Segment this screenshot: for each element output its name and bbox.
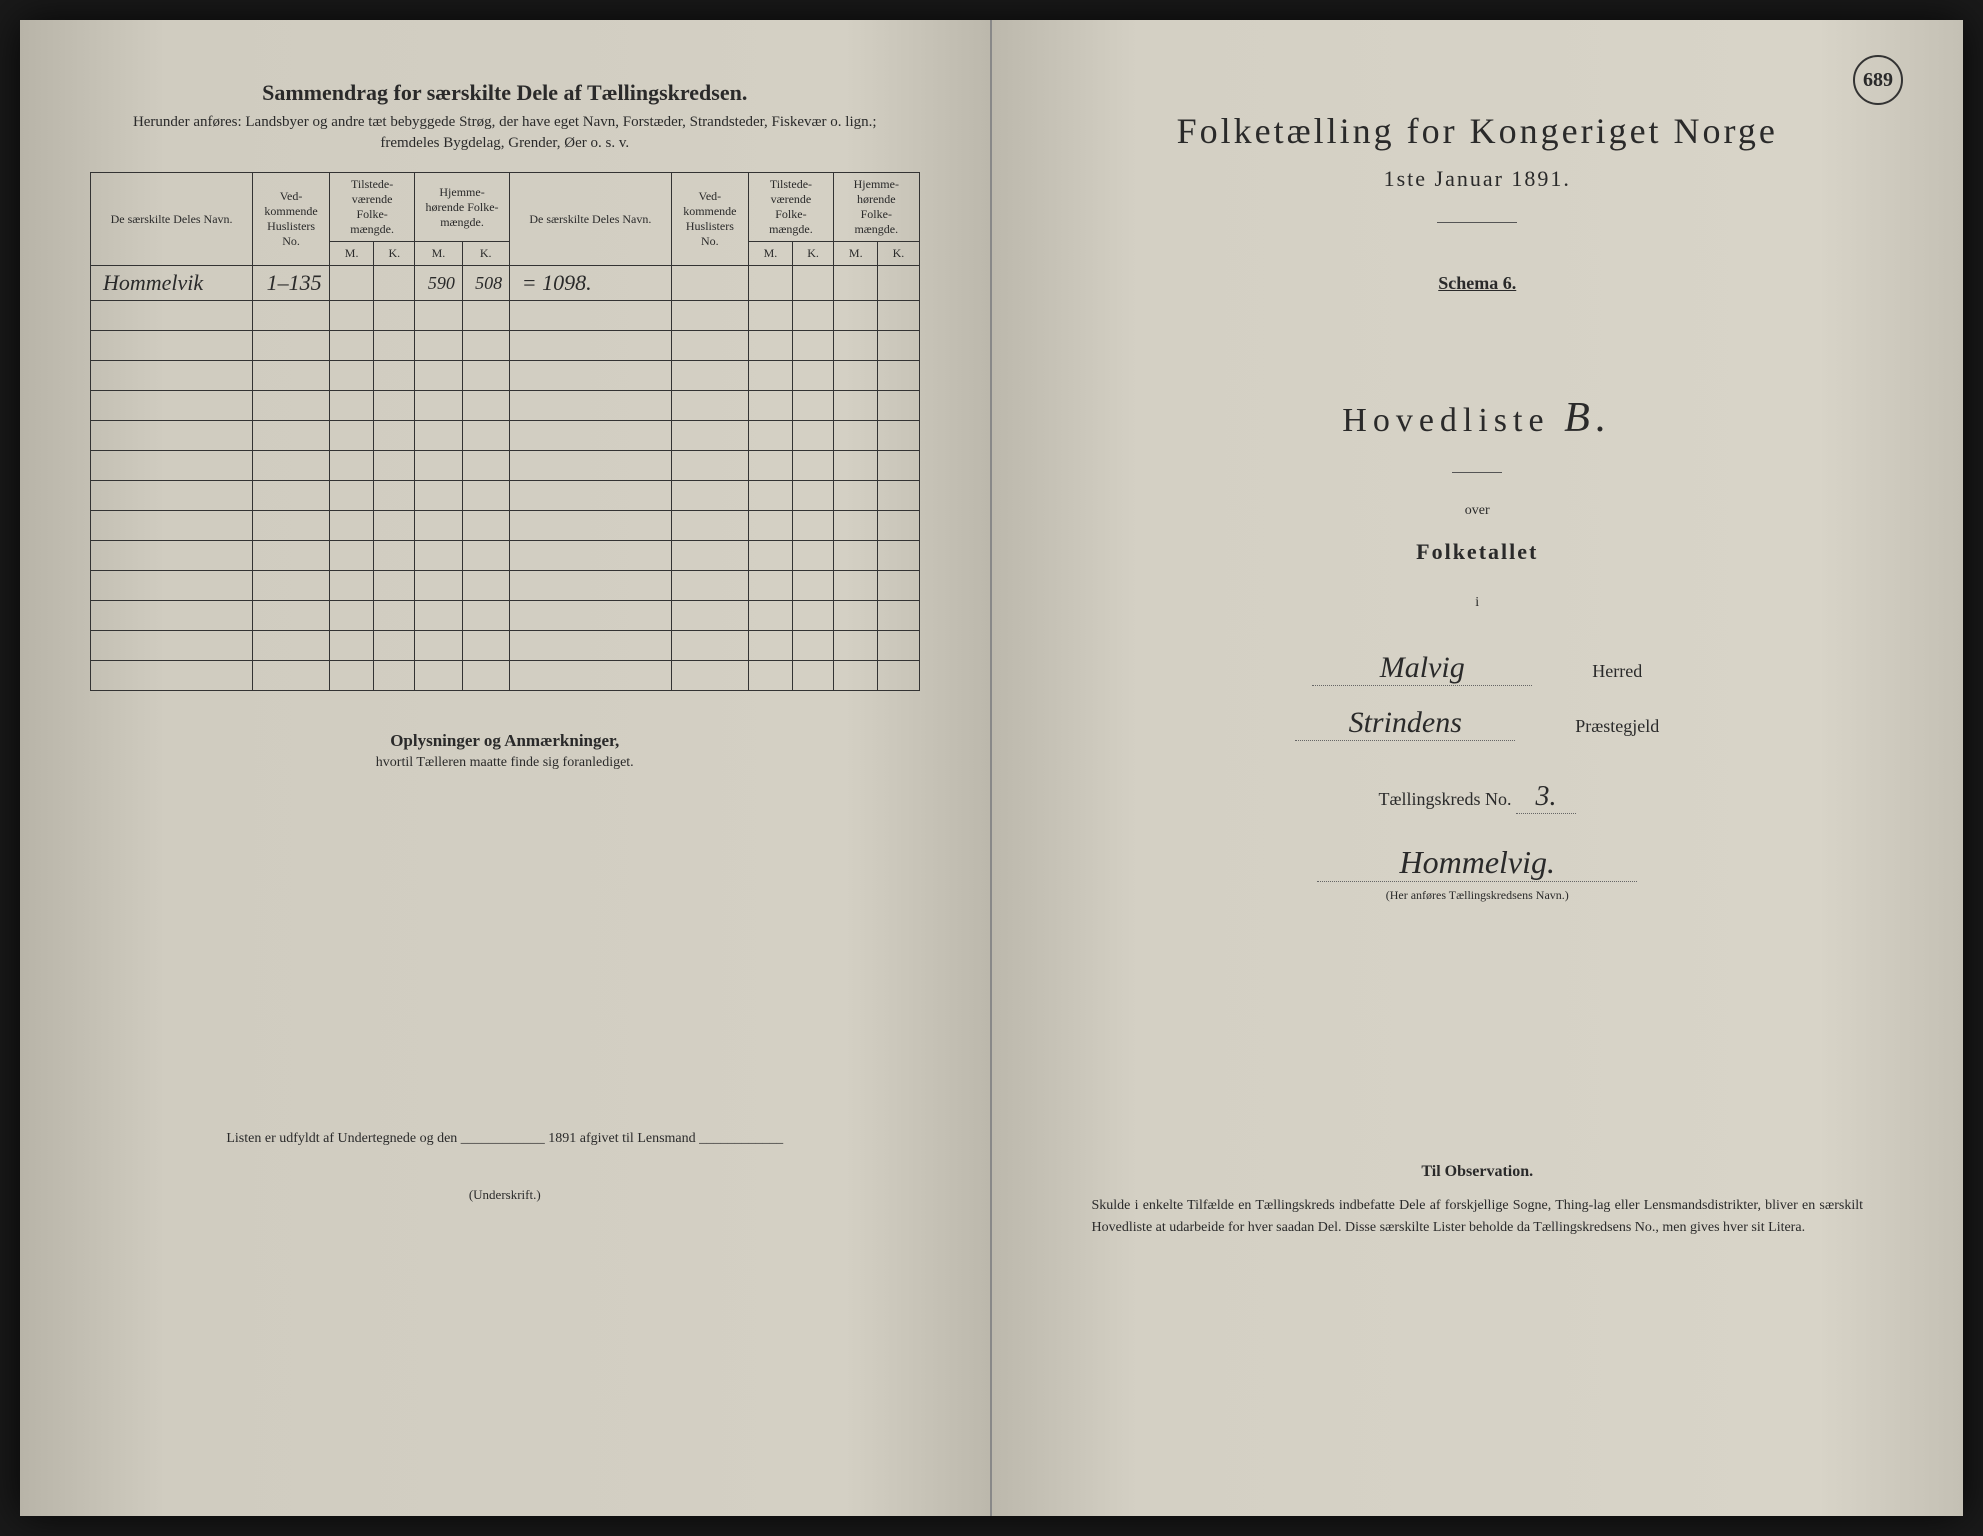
th-tilstede-2: Tilstede-værende Folke-mængde. — [748, 173, 833, 242]
census-date: 1ste Januar 1891. — [1062, 166, 1894, 192]
observation-block: Til Observation. Skulde i enkelte Tilfæl… — [1062, 1163, 1894, 1240]
hovedliste-text: Hovedliste — [1342, 402, 1549, 439]
th-hjemme-2: Hjemme-hørende Folke-mængde. — [834, 173, 919, 242]
kreds-row: Tællingskreds No. 3. — [1062, 781, 1894, 814]
th-hjemme: Hjemme-hørende Folke-mængde. — [415, 173, 510, 242]
underskrift-label: (Underskrift.) — [90, 1187, 920, 1203]
praestegjeld-row: Strindens Præstegjeld — [1062, 706, 1894, 741]
oplysninger-title: Oplysninger og Anmærkninger, — [90, 731, 920, 751]
left-title: Sammendrag for særskilte Dele af Tælling… — [90, 80, 920, 106]
cell-empty — [671, 266, 748, 301]
kreds-label: Tællingskreds No. — [1379, 789, 1512, 809]
cell-empty — [878, 266, 919, 301]
census-title: Folketælling for Kongeriget Norge — [1062, 110, 1894, 152]
observation-title: Til Observation. — [1062, 1163, 1894, 1181]
cell-hk: 508 — [462, 266, 509, 301]
cell-empty — [748, 266, 792, 301]
th-k-1: K. — [374, 242, 415, 266]
left-subtitle-1: Herunder anføres: Landsbyer og andre tæt… — [90, 114, 920, 131]
separator — [1437, 222, 1517, 223]
cell-navn: Hommelvik — [91, 266, 253, 301]
th-k-4: K. — [878, 242, 919, 266]
book-spread: Sammendrag for særskilte Dele af Tælling… — [20, 20, 1963, 1516]
cell-huslister: 1–135 — [253, 266, 330, 301]
praestegjeld-value: Strindens — [1295, 706, 1515, 741]
summary-table: De særskilte Deles Navn. Ved-kommende Hu… — [90, 172, 920, 691]
hovedliste-letter: B. — [1564, 395, 1612, 441]
cell-hm: 590 — [415, 266, 462, 301]
summary-tbody: Hommelvik 1–135 590 508 = 1098. — [91, 266, 920, 691]
herred-value: Malvig — [1312, 651, 1532, 686]
th-m-4: M. — [834, 242, 878, 266]
page-number-stamp: 689 — [1853, 55, 1903, 105]
th-huslister-2: Ved-kommende Huslisters No. — [671, 173, 748, 266]
th-navn-2: De særskilte Deles Navn. — [509, 173, 671, 266]
herred-row: Malvig Herred — [1062, 651, 1894, 686]
cell-tm — [329, 266, 373, 301]
th-m-2: M. — [415, 242, 462, 266]
separator — [1452, 472, 1502, 473]
th-navn: De særskilte Deles Navn. — [91, 173, 253, 266]
th-m-3: M. — [748, 242, 792, 266]
cell-total: = 1098. — [509, 266, 671, 301]
folketallet-label: Folketallet — [1062, 539, 1894, 565]
oplysninger-sub: hvortil Tælleren maatte finde sig foranl… — [90, 755, 920, 771]
kreds-name-value: Hommelvig. — [1317, 844, 1637, 882]
kreds-no: 3. — [1516, 781, 1576, 814]
table-row: Hommelvik 1–135 590 508 = 1098. — [91, 266, 920, 301]
kreds-name-row: Hommelvig. — [1062, 844, 1894, 882]
th-huslister: Ved-kommende Huslisters No. — [253, 173, 330, 266]
th-k-2: K. — [462, 242, 509, 266]
kreds-caption: (Her anføres Tællingskredsens Navn.) — [1062, 888, 1894, 903]
th-tilstede: Tilstede-værende Folke-mængde. — [329, 173, 414, 242]
herred-label: Herred — [1592, 661, 1642, 682]
observation-body: Skulde i enkelte Tilfælde en Tællingskre… — [1062, 1195, 1894, 1240]
schema-label: Schema 6. — [1062, 273, 1894, 294]
hovedliste-title: Hovedliste B. — [1062, 394, 1894, 442]
over-label: over — [1062, 503, 1894, 519]
th-k-3: K. — [793, 242, 834, 266]
cell-tk — [374, 266, 415, 301]
cell-empty — [793, 266, 834, 301]
left-subtitle-2: fremdeles Bygdelag, Grender, Øer o. s. v… — [90, 135, 920, 152]
i-label: i — [1062, 595, 1894, 611]
cell-empty — [834, 266, 878, 301]
praestegjeld-label: Præstegjeld — [1575, 716, 1659, 737]
right-content: Folketælling for Kongeriget Norge 1ste J… — [1062, 80, 1894, 1240]
left-page: Sammendrag for særskilte Dele af Tælling… — [20, 20, 992, 1516]
right-page: 689 Folketælling for Kongeriget Norge 1s… — [992, 20, 1964, 1516]
th-m-1: M. — [329, 242, 373, 266]
signature-line: Listen er udfyldt af Undertegnede og den… — [90, 1131, 920, 1147]
